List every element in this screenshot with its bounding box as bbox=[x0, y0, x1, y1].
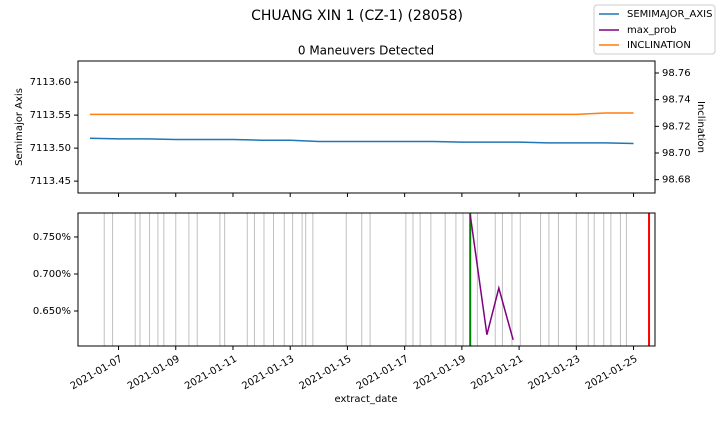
series-line bbox=[89, 112, 634, 116]
series-line bbox=[469, 214, 514, 341]
panel-title: 0 Maneuvers Detected bbox=[298, 44, 434, 58]
y-tick-label: 7113.50 bbox=[30, 143, 71, 154]
y-tick-label: 0.750% bbox=[33, 232, 71, 243]
x-tick-label: 2021-01-25 bbox=[584, 354, 640, 393]
axes-frame bbox=[77, 60, 656, 194]
y2-tick-label: 98.72 bbox=[662, 121, 691, 132]
x-tick-label: 2021-01-07 bbox=[69, 354, 125, 393]
x-tick-label: 2021-01-19 bbox=[412, 354, 468, 393]
axes-frame bbox=[77, 212, 656, 347]
x-tick-label: 2021-01-17 bbox=[355, 354, 411, 393]
legend-label: INCLINATION bbox=[627, 40, 691, 51]
y-tick-label: 7113.60 bbox=[30, 77, 71, 88]
y2-axis-label: Inclination bbox=[695, 101, 706, 153]
x-tick-label: 2021-01-11 bbox=[183, 354, 239, 393]
y-tick-label: 7113.45 bbox=[30, 176, 71, 187]
x-tick-label: 2021-01-09 bbox=[126, 354, 182, 393]
figure-title: CHUANG XIN 1 (CZ-1) (28058) bbox=[251, 8, 463, 24]
series-line bbox=[89, 137, 634, 145]
x-tick-label: 2021-01-15 bbox=[298, 354, 354, 393]
y2-tick-label: 98.68 bbox=[662, 175, 691, 186]
x-tick-label: 2021-01-13 bbox=[240, 354, 296, 393]
y2-tick-label: 98.70 bbox=[662, 148, 691, 159]
y-tick-label: 7113.55 bbox=[30, 110, 71, 121]
y2-tick-label: 98.74 bbox=[662, 95, 691, 106]
y-axis-label: Semimajor Axis bbox=[14, 88, 25, 166]
y2-tick-label: 98.76 bbox=[662, 68, 691, 79]
legend-label: SEMIMAJOR_AXIS bbox=[627, 9, 712, 20]
x-tick-label: 2021-01-23 bbox=[526, 354, 582, 393]
x-axis-label: extract_date bbox=[334, 394, 397, 405]
legend-box bbox=[593, 4, 716, 55]
y-tick-label: 0.700% bbox=[33, 269, 71, 280]
y-tick-label: 0.650% bbox=[33, 306, 71, 317]
legend-label: max_prob bbox=[627, 25, 677, 36]
x-tick-label: 2021-01-21 bbox=[469, 354, 525, 393]
